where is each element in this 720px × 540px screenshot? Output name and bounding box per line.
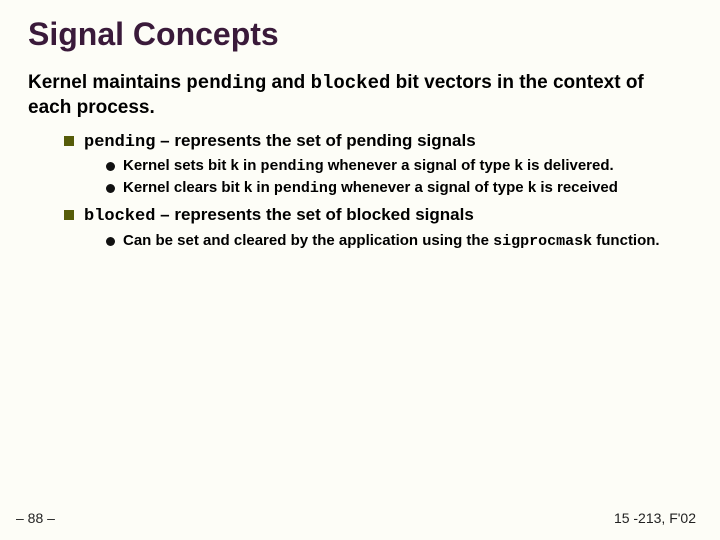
code-text: blocked <box>311 72 391 94</box>
list-item-label: pending – represents the set of pending … <box>84 130 476 153</box>
sublist-text: Kernel sets bit k in pending whenever a … <box>123 157 614 177</box>
sublist-item: Kernel clears bit k in pending whenever … <box>106 179 692 199</box>
slide-subheading: Kernel maintains pending and blocked bit… <box>28 71 692 120</box>
label-rest: – represents the set of pending signals <box>155 131 475 150</box>
text-part: whenever a signal of type k is received <box>337 179 618 196</box>
subheading-part: and <box>266 72 310 93</box>
sublist-text: Can be set and cleared by the applicatio… <box>123 232 660 252</box>
text-part: Kernel clears bit k in <box>123 179 274 196</box>
code-text: pending <box>186 72 266 94</box>
text-part: function. <box>592 232 660 249</box>
list-item: pending – represents the set of pending … <box>64 130 692 153</box>
list-item-label: blocked – represents the set of blocked … <box>84 204 474 227</box>
code-text: pending <box>274 180 337 197</box>
text-part: whenever a signal of type k is delivered… <box>324 157 614 174</box>
page-number: – 88 – <box>16 510 55 526</box>
code-text: sigprocmask <box>493 233 592 250</box>
text-part: Can be set and cleared by the applicatio… <box>123 232 493 249</box>
dot-bullet-icon <box>106 237 115 246</box>
sublist-item: Can be set and cleared by the applicatio… <box>106 232 692 252</box>
slide-title: Signal Concepts <box>28 16 692 53</box>
dot-bullet-icon <box>106 184 115 193</box>
list-item-row: blocked – represents the set of blocked … <box>64 204 692 227</box>
sublist: Kernel sets bit k in pending whenever a … <box>106 157 692 199</box>
code-text: blocked <box>84 207 155 226</box>
list-item: blocked – represents the set of blocked … <box>64 204 692 227</box>
list-item-row: pending – represents the set of pending … <box>64 130 692 153</box>
sublist: Can be set and cleared by the applicatio… <box>106 232 692 252</box>
text-part: Kernel sets bit k in <box>123 157 261 174</box>
sublist-item: Kernel sets bit k in pending whenever a … <box>106 157 692 177</box>
code-text: pending <box>84 133 155 152</box>
label-rest: – represents the set of blocked signals <box>155 205 473 224</box>
course-label: 15 -213, F'02 <box>614 510 696 526</box>
subheading-part: Kernel maintains <box>28 72 186 93</box>
code-text: pending <box>261 158 324 175</box>
square-bullet-icon <box>64 210 74 220</box>
dot-bullet-icon <box>106 162 115 171</box>
square-bullet-icon <box>64 136 74 146</box>
sublist-text: Kernel clears bit k in pending whenever … <box>123 179 618 199</box>
slide: Signal Concepts Kernel maintains pending… <box>0 0 720 540</box>
